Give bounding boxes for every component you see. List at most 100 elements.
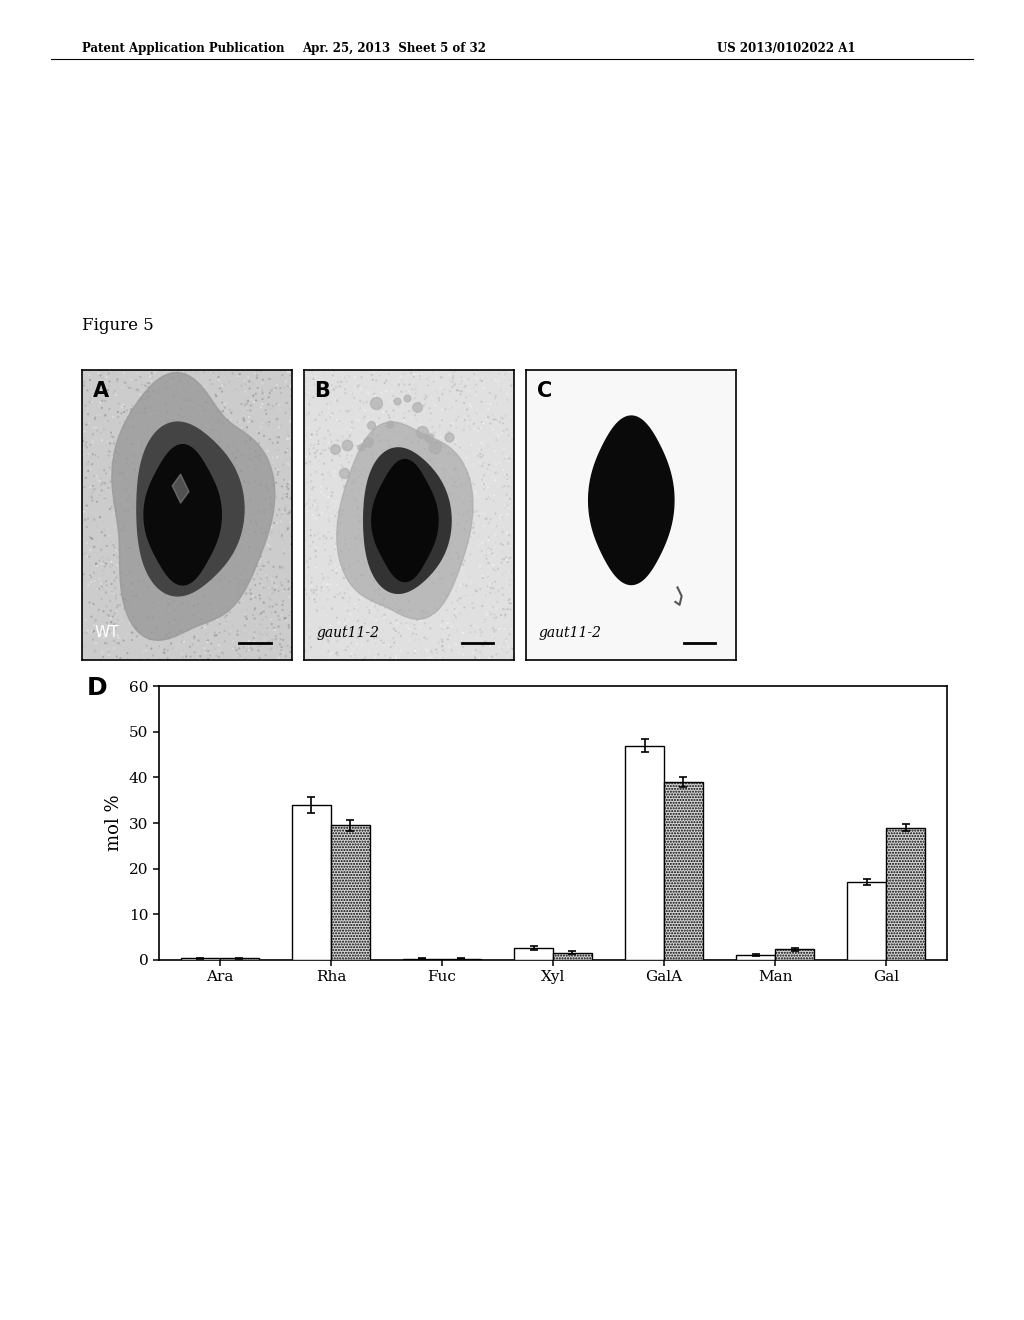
Point — [316, 543, 333, 564]
Point — [482, 647, 499, 668]
Point — [308, 601, 325, 622]
Point — [137, 403, 154, 424]
Point — [257, 400, 273, 421]
Point — [485, 619, 502, 640]
Point — [193, 403, 209, 424]
Point — [488, 607, 505, 628]
Point — [329, 389, 345, 411]
Point — [338, 531, 354, 552]
Point — [443, 593, 460, 614]
Point — [169, 499, 185, 520]
Point — [440, 585, 457, 606]
Point — [501, 466, 517, 487]
Point — [451, 503, 467, 524]
Point — [99, 632, 116, 653]
Point — [150, 605, 166, 626]
Point — [161, 601, 177, 622]
Point — [144, 645, 161, 667]
Point — [419, 544, 435, 565]
Point — [179, 513, 196, 535]
Point — [122, 418, 138, 440]
Point — [488, 462, 505, 483]
Point — [215, 540, 231, 561]
Point — [503, 477, 519, 498]
Point — [252, 461, 268, 482]
Point — [196, 649, 212, 671]
Point — [271, 499, 288, 520]
Point — [229, 441, 246, 462]
Point — [317, 440, 334, 461]
Point — [119, 565, 135, 586]
Point — [462, 486, 478, 507]
Point — [239, 638, 255, 659]
Point — [462, 418, 478, 440]
Point — [385, 523, 401, 544]
Point — [487, 462, 504, 483]
Point — [141, 566, 158, 587]
Point — [338, 554, 354, 576]
Point — [117, 627, 133, 648]
Point — [278, 477, 294, 498]
Point — [297, 609, 313, 630]
Point — [169, 362, 185, 383]
Point — [171, 397, 187, 418]
Point — [457, 409, 473, 430]
Point — [337, 458, 353, 479]
Point — [499, 628, 515, 649]
Point — [372, 540, 388, 561]
Point — [268, 576, 285, 597]
Point — [401, 368, 418, 389]
Point — [366, 463, 382, 484]
Point — [143, 367, 160, 388]
Point — [400, 364, 417, 385]
Point — [158, 531, 174, 552]
Point — [309, 441, 326, 462]
Point — [367, 385, 383, 407]
Point — [260, 451, 276, 473]
Point — [325, 403, 341, 424]
Point — [260, 632, 276, 653]
Point — [332, 582, 348, 603]
Point — [323, 405, 339, 426]
Point — [115, 416, 131, 437]
Point — [162, 450, 178, 471]
Point — [210, 445, 226, 466]
Point — [104, 554, 121, 576]
Point — [426, 440, 442, 461]
Point — [202, 532, 218, 553]
Point — [487, 409, 504, 430]
Point — [300, 610, 316, 631]
Point — [281, 616, 297, 638]
Point — [279, 477, 295, 498]
Point — [431, 561, 447, 582]
Point — [263, 609, 280, 630]
Point — [319, 378, 336, 399]
Point — [106, 495, 123, 516]
Point — [339, 434, 355, 455]
Point — [211, 363, 227, 384]
Point — [415, 554, 431, 576]
Point — [372, 536, 388, 557]
Point — [203, 634, 219, 655]
Point — [369, 370, 385, 391]
Point — [223, 556, 240, 577]
Point — [180, 576, 197, 597]
Point — [98, 432, 115, 453]
Point — [137, 609, 154, 630]
Point — [470, 421, 486, 442]
Point — [303, 436, 319, 457]
Point — [77, 490, 93, 511]
Point — [372, 561, 388, 582]
Point — [384, 421, 400, 442]
Point — [136, 424, 153, 445]
Point — [325, 482, 341, 503]
Point — [411, 634, 427, 655]
Point — [284, 586, 300, 607]
Point — [194, 461, 210, 482]
Point — [417, 532, 433, 553]
Point — [392, 473, 409, 494]
Point — [250, 378, 266, 399]
Point — [80, 404, 96, 425]
Point — [160, 503, 176, 524]
Point — [337, 437, 353, 458]
